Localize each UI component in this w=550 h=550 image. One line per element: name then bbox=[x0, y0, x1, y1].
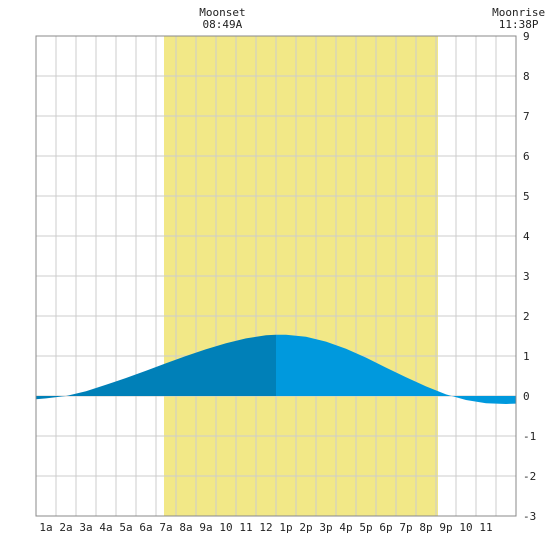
x-tick-label: 9p bbox=[439, 521, 452, 534]
x-tick-label: 6a bbox=[139, 521, 152, 534]
x-tick-label: 4a bbox=[99, 521, 112, 534]
x-tick-labels: 1a 2a 3a 4a 5a 6a 7a 8a 9a 10 11 12 1p 2p 3p 4p 5p 6p 7p 8p… bbox=[39, 521, 492, 534]
y-tick-label: 6 bbox=[523, 150, 530, 163]
y-tick-label: -2 bbox=[523, 470, 536, 483]
y-tick-label: 0 bbox=[523, 390, 530, 403]
x-tick-label: 11 bbox=[479, 521, 492, 534]
plot-border bbox=[35, 35, 517, 517]
tide-area-layer bbox=[36, 334, 516, 404]
x-tick-label: 7a bbox=[159, 521, 172, 534]
annotation-title: Moonset bbox=[199, 6, 245, 19]
y-tick-label: -3 bbox=[523, 510, 536, 523]
x-tick-label: 7p bbox=[399, 521, 412, 534]
y-tick-label: 3 bbox=[523, 270, 530, 283]
x-tick-label: 10 bbox=[459, 521, 472, 534]
annotation-title: Moonrise bbox=[492, 6, 545, 19]
y-tick-label: 9 bbox=[523, 30, 530, 43]
y-tick-label: 1 bbox=[523, 350, 530, 363]
y-tick-label: -1 bbox=[523, 430, 536, 443]
x-tick-label: 12 bbox=[259, 521, 272, 534]
y-tick-label: 5 bbox=[523, 190, 530, 203]
x-tick-label: 2p bbox=[299, 521, 312, 534]
x-tick-label: 9a bbox=[199, 521, 212, 534]
x-tick-label: 1a bbox=[39, 521, 52, 534]
x-tick-label: 5a bbox=[119, 521, 132, 534]
x-tick-label: 4p bbox=[339, 521, 352, 534]
grid-layer bbox=[35, 35, 517, 517]
tide-area-past bbox=[36, 334, 276, 400]
y-tick-label: 8 bbox=[523, 70, 530, 83]
x-tick-label: 1p bbox=[279, 521, 292, 534]
x-tick-label: 2a bbox=[59, 521, 72, 534]
y-tick-label: 2 bbox=[523, 310, 530, 323]
y-tick-label: 4 bbox=[523, 230, 530, 243]
x-tick-label: 3a bbox=[79, 521, 92, 534]
x-tick-label: 10 bbox=[219, 521, 232, 534]
x-tick-label: 5p bbox=[359, 521, 372, 534]
tide-area-future bbox=[276, 334, 516, 404]
x-tick-label: 3p bbox=[319, 521, 332, 534]
y-tick-labels: -3 -2 -1 0 1 2 3 4 5 6 7 8 9 bbox=[523, 30, 536, 523]
annotation-time: 08:49A bbox=[203, 18, 243, 31]
y-tick-label: 7 bbox=[523, 110, 530, 123]
x-tick-label: 8p bbox=[419, 521, 432, 534]
annotation-time: 11:38P bbox=[499, 18, 539, 31]
x-tick-label: 8a bbox=[179, 521, 192, 534]
x-tick-label: 11 bbox=[239, 521, 252, 534]
x-tick-label: 6p bbox=[379, 521, 392, 534]
